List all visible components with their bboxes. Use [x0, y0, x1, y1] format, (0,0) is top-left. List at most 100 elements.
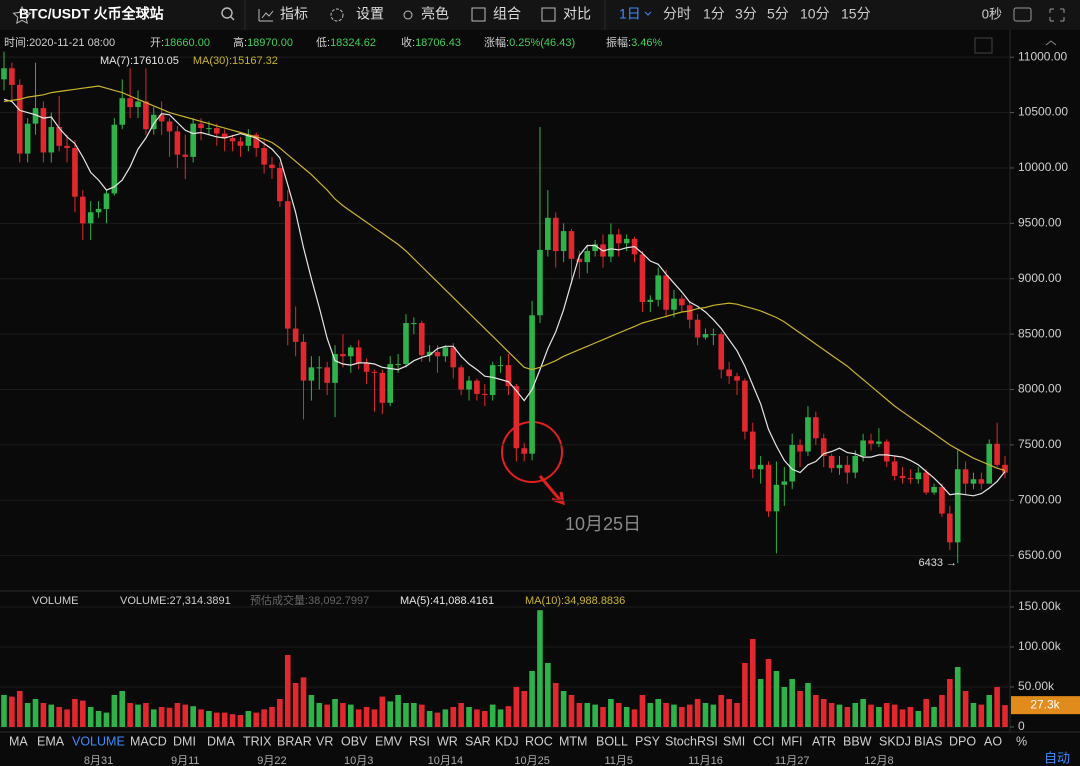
volume-bar: [48, 704, 55, 727]
legend-entry: MA(5):41,088.4161: [400, 595, 494, 607]
indicator-tab[interactable]: MFI: [781, 734, 803, 748]
indicator-tab[interactable]: SMI: [723, 734, 745, 748]
candle-body: [206, 128, 212, 130]
candle-body: [820, 438, 827, 456]
indicator-tab[interactable]: RSI: [409, 734, 430, 748]
period-button[interactable]: 3分: [735, 6, 757, 22]
indicator-tab[interactable]: DMI: [173, 734, 196, 748]
period-button[interactable]: 1分: [703, 6, 725, 22]
volume-bar: [529, 671, 535, 727]
last-value-tag: [1011, 696, 1080, 715]
candle-body: [513, 386, 520, 449]
candle-body: [702, 334, 709, 338]
indicator-tab[interactable]: BBW: [843, 734, 872, 748]
candle-body: [434, 351, 441, 357]
x-tick-label: 8月31: [84, 755, 113, 766]
volume-bar: [545, 663, 551, 727]
candle-body: [269, 164, 275, 168]
candle-body: [623, 238, 630, 244]
indicator-tab[interactable]: %: [1016, 734, 1027, 748]
candle-body: [150, 114, 157, 130]
symbol[interactable]: BTC/USDT 火币全球站: [19, 6, 164, 22]
light-icon: [403, 10, 413, 20]
candle-body: [95, 208, 102, 213]
indicator-tab[interactable]: PSY: [635, 734, 661, 748]
candle-body: [253, 134, 260, 149]
indicator-tab[interactable]: KDJ: [495, 734, 519, 748]
candle-body: [9, 68, 15, 85]
indicator-tab[interactable]: ATR: [812, 734, 836, 748]
info-item: 涨幅:0.25%(46.43): [484, 36, 575, 49]
indicator-tab[interactable]: StochRSI: [665, 734, 718, 748]
screenshot-icon[interactable]: [1013, 7, 1032, 22]
x-tick-label: 10月3: [344, 755, 373, 766]
indicator-tab[interactable]: EMA: [37, 734, 65, 748]
period-button[interactable]: 15分: [841, 6, 871, 22]
indicator-tab[interactable]: MACD: [130, 734, 167, 748]
indicator-tab[interactable]: ROC: [525, 734, 553, 748]
indicator-tab[interactable]: DPO: [949, 734, 976, 748]
y-tick-label: 8000.00: [1018, 382, 1062, 396]
volume-bar: [95, 711, 102, 727]
period-button[interactable]: 10分: [800, 6, 830, 22]
indicator-tab[interactable]: BRAR: [277, 734, 312, 748]
indicator-tab[interactable]: EMV: [375, 734, 403, 748]
info-value: 0.25%(46.43): [509, 37, 575, 49]
indicator-tab[interactable]: VR: [316, 734, 333, 748]
volume-bar: [64, 709, 70, 727]
period-button[interactable]: 1日: [619, 6, 641, 22]
volume-bar: [158, 707, 165, 727]
indicator-tab[interactable]: AO: [984, 734, 1002, 748]
x-tick-label: 9月11: [171, 755, 200, 766]
toolbar-button[interactable]: 亮色: [421, 6, 449, 22]
panel-toggle[interactable]: [974, 37, 993, 54]
candle-body: [868, 440, 874, 444]
indicator-tab[interactable]: SAR: [465, 734, 491, 748]
toolbar-button[interactable]: 对比: [563, 6, 591, 22]
indicator-tab[interactable]: WR: [437, 734, 458, 748]
favorite-icon[interactable]: [12, 5, 32, 25]
indicator-tab[interactable]: DMA: [207, 734, 235, 748]
search-icon[interactable]: [221, 7, 235, 21]
volume-bar: [214, 712, 220, 727]
candle-body: [158, 114, 165, 122]
indicator-tab[interactable]: BOLL: [596, 734, 628, 748]
indicator-tab[interactable]: BIAS: [914, 734, 943, 748]
candle-body: [379, 372, 386, 403]
toolbar-button[interactable]: 指标: [280, 6, 308, 22]
candle-body: [190, 123, 196, 157]
collapse-icon[interactable]: [1045, 40, 1057, 46]
y-tick-label: 10500.00: [1018, 105, 1068, 119]
candle-body: [127, 98, 133, 108]
volume-bar: [655, 699, 661, 727]
indicator-tab[interactable]: VOLUME: [72, 734, 125, 748]
fullscreen-icon[interactable]: [1049, 8, 1065, 22]
period-button[interactable]: 分时: [663, 6, 691, 22]
legend-entry: 预估成交量:38,092.7997: [250, 593, 369, 607]
period-dropdown-icon[interactable]: [644, 11, 652, 16]
toolbar-button[interactable]: 设置: [356, 6, 384, 22]
volume-bar: [631, 709, 638, 727]
auto-button[interactable]: 自动: [1044, 750, 1070, 765]
candle-body: [277, 167, 283, 202]
candle-body: [781, 481, 788, 485]
candle-body: [442, 347, 449, 357]
toolbar: [0, 0, 1080, 30]
indicator-tab[interactable]: CCI: [753, 734, 775, 748]
period-button[interactable]: 5分: [767, 6, 789, 22]
candle-body: [111, 124, 118, 194]
candle-body: [411, 323, 417, 325]
indicator-tab[interactable]: MA: [9, 734, 28, 748]
volume-bar: [56, 707, 62, 727]
info-label: 开:: [150, 37, 164, 49]
candle-body: [655, 275, 661, 300]
indicator-tab[interactable]: SKDJ: [879, 734, 911, 748]
candle-body: [229, 138, 236, 142]
volume-bar: [466, 707, 472, 727]
volume-bar: [442, 709, 449, 727]
y-tick-label: 9500.00: [1018, 216, 1062, 230]
indicator-tab[interactable]: TRIX: [243, 734, 272, 748]
toolbar-button[interactable]: 组合: [493, 6, 521, 22]
indicator-tab[interactable]: MTM: [559, 734, 587, 748]
indicator-tab[interactable]: OBV: [341, 734, 368, 748]
